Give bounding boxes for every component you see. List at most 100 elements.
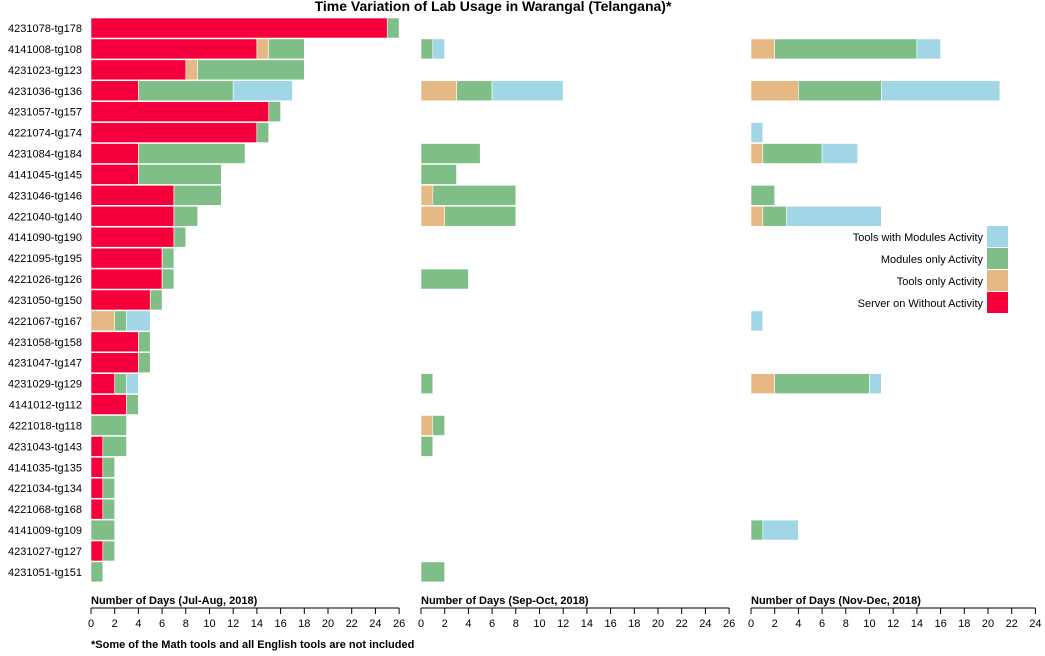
- bar-modules-only-activity: [102, 457, 115, 478]
- bar-server-on-without-activity: [90, 17, 388, 39]
- bar-modules-only-activity: [138, 143, 246, 164]
- x-tick-label: 18: [298, 618, 310, 630]
- bar-server-on-without-activity: [90, 268, 163, 290]
- bar-modules-only-activity: [149, 289, 163, 311]
- bar-tools-only-activity: [185, 59, 198, 81]
- bar-tools-with-modules-activity: [881, 80, 1001, 102]
- bar-modules-only-activity: [750, 185, 776, 206]
- row-label: 4141045-tg145: [8, 169, 82, 181]
- x-tick-label: 12: [887, 618, 899, 630]
- bar-server-on-without-activity: [90, 247, 163, 269]
- bar-modules-only-activity: [173, 185, 222, 206]
- bar-modules-only-activity: [173, 205, 198, 227]
- x-tick-label: 18: [958, 618, 970, 630]
- x-tick-label: 2: [442, 618, 448, 630]
- row-label: 4231029-tg129: [8, 379, 82, 391]
- row-label: 4221026-tg126: [8, 274, 82, 286]
- bar-modules-only-activity: [420, 164, 457, 185]
- x-tick-label: 22: [676, 618, 688, 630]
- bar-modules-only-activity: [90, 415, 127, 436]
- bar-server-on-without-activity: [90, 352, 139, 374]
- bar-server-on-without-activity: [90, 38, 258, 60]
- x-tick-label: 0: [418, 618, 424, 630]
- bar-modules-only-activity: [102, 540, 115, 562]
- x-tick-label: 20: [322, 618, 334, 630]
- bar-modules-only-activity: [432, 415, 446, 436]
- x-tick-label: 14: [911, 618, 923, 630]
- bar-server-on-without-activity: [90, 143, 139, 164]
- x-tick-label: 22: [346, 618, 358, 630]
- row-label: 4231057-tg157: [8, 107, 82, 119]
- bar-tools-only-activity: [420, 185, 434, 206]
- bar-tools-only-activity: [750, 38, 776, 60]
- x-tick-label: 12: [227, 618, 239, 630]
- bar-tools-with-modules-activity: [432, 38, 446, 60]
- bar-tools-only-activity: [750, 373, 776, 394]
- bar-modules-only-activity: [420, 373, 434, 394]
- bar-modules-only-activity: [90, 519, 116, 541]
- bar-modules-only-activity: [750, 519, 764, 541]
- row-label: 4221074-tg174: [8, 128, 82, 140]
- bar-tools-only-activity: [420, 80, 457, 102]
- row-label: 4231084-tg184: [8, 149, 82, 161]
- bar-tools-only-activity: [750, 205, 764, 227]
- x-tick-label: 8: [843, 618, 849, 630]
- row-labels: 4231078-tg178 4141008-tg108 4231023-tg123 4…: [8, 23, 82, 579]
- bar-tools-with-modules-activity: [916, 38, 941, 60]
- bar-modules-only-activity: [386, 17, 400, 39]
- bar-tools-with-modules-activity: [821, 143, 858, 164]
- x-tick-label: 6: [489, 618, 495, 630]
- bar-modules-only-activity: [114, 310, 127, 332]
- x-tick-label: 8: [513, 618, 519, 630]
- x-tick-label: 16: [604, 618, 616, 630]
- x-tick-label: 18: [628, 618, 640, 630]
- x-tick-label: 10: [863, 618, 875, 630]
- bar-server-on-without-activity: [90, 205, 175, 227]
- bar-tools-with-modules-activity: [869, 373, 882, 394]
- x-tick-label: 4: [795, 618, 801, 630]
- bar-server-on-without-activity: [90, 59, 187, 81]
- row-label: 4231046-tg146: [8, 190, 82, 202]
- row-label: 4231036-tg136: [8, 86, 82, 98]
- x-tick-label: 14: [581, 618, 593, 630]
- bar-server-on-without-activity: [90, 498, 104, 520]
- x-tick-label: 10: [533, 618, 545, 630]
- bar-server-on-without-activity: [90, 373, 116, 394]
- bar-server-on-without-activity: [90, 540, 104, 562]
- bar-tools-with-modules-activity: [126, 310, 151, 332]
- chart-title: Time Variation of Lab Usage in Warangal …: [315, 0, 672, 14]
- bar-modules-only-activity: [138, 352, 151, 374]
- bar-server-on-without-activity: [90, 164, 139, 185]
- x-tick-label: 20: [652, 618, 664, 630]
- bar-modules-only-activity: [138, 80, 234, 102]
- bar-modules-only-activity: [762, 205, 787, 227]
- row-label: 4221040-tg140: [8, 211, 82, 223]
- bar-modules-only-activity: [444, 205, 517, 227]
- x-tick-label: 26: [723, 618, 735, 630]
- bar-modules-only-activity: [138, 331, 151, 353]
- bar-tools-with-modules-activity: [762, 519, 799, 541]
- bar-modules-only-activity: [161, 268, 175, 290]
- bar-modules-only-activity: [126, 394, 139, 415]
- legend-label: Server on Without Activity: [858, 298, 984, 310]
- chart-footnote: *Some of the Math tools and all English …: [91, 639, 414, 651]
- row-label: 4141035-tg135: [8, 462, 82, 474]
- x-tick-label: 20: [982, 618, 994, 630]
- row-label: 4141090-tg190: [8, 232, 82, 244]
- bar-modules-only-activity: [90, 561, 104, 583]
- x-tick-label: 10: [203, 618, 215, 630]
- row-label: 4221067-tg167: [8, 316, 82, 328]
- row-label: 4141012-tg112: [9, 400, 82, 412]
- bar-modules-only-activity: [102, 498, 115, 520]
- bar-modules-only-activity: [432, 185, 517, 206]
- bar-modules-only-activity: [268, 101, 281, 122]
- row-label: 4231078-tg178: [8, 23, 82, 35]
- row-label: 4231047-tg147: [8, 358, 82, 370]
- bar-server-on-without-activity: [90, 226, 175, 248]
- bar-modules-only-activity: [420, 268, 469, 290]
- bar-modules-only-activity: [161, 247, 175, 269]
- row-label: 4221068-tg168: [8, 504, 82, 516]
